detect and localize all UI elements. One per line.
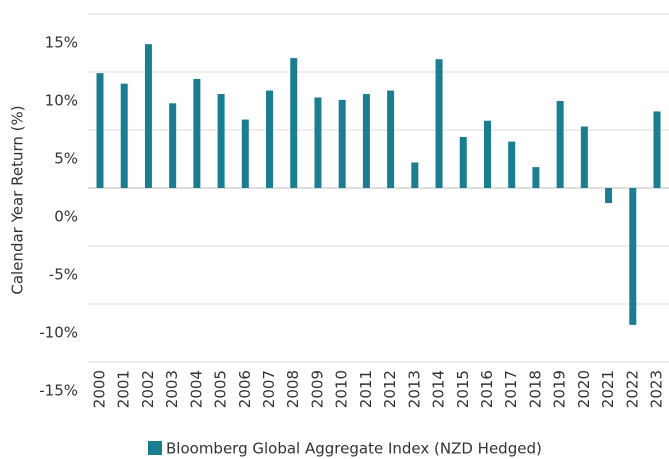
x-tick-label: 2008 (284, 370, 302, 408)
bar (556, 101, 564, 188)
bar (266, 90, 274, 188)
bar (96, 73, 104, 188)
x-tick-label: 2004 (187, 370, 205, 408)
y-tick-label: 10% (45, 92, 78, 110)
x-tick-label: 2012 (381, 370, 399, 408)
bar (387, 90, 395, 188)
bar (169, 103, 177, 188)
x-tick-label: 2019 (551, 370, 569, 408)
bar (193, 78, 201, 188)
x-tick-label: 2014 (430, 370, 448, 408)
x-tick-label: 2003 (163, 370, 181, 408)
bar (338, 99, 346, 188)
bar (362, 94, 370, 188)
x-tick-label: 2010 (333, 370, 351, 408)
bar (580, 126, 588, 188)
x-tick-label: 2013 (405, 370, 423, 408)
bar (653, 111, 661, 188)
bar (241, 119, 249, 188)
bar (120, 83, 128, 188)
bar (508, 141, 516, 188)
bar (532, 167, 540, 188)
x-tick-label: 2006 (236, 370, 254, 408)
y-tick-label: 15% (45, 34, 78, 52)
bar (459, 136, 467, 188)
y-tick-label: -10% (39, 324, 78, 342)
x-tick-label: 2005 (212, 370, 230, 408)
bar (411, 162, 419, 188)
y-tick-label: -5% (49, 266, 78, 284)
bar (605, 188, 613, 204)
x-tick-label: 2002 (139, 370, 157, 408)
y-axis-title: Calendar Year Return (%) (9, 105, 27, 294)
bar (144, 44, 152, 188)
bar (314, 97, 322, 188)
x-tick-label: 2020 (575, 370, 593, 408)
bar (290, 58, 298, 188)
x-tick-label: 2007 (260, 370, 278, 408)
bar (435, 59, 443, 188)
x-tick-label: 2022 (623, 370, 641, 408)
y-tick-label: 0% (54, 208, 78, 226)
bar (629, 188, 637, 325)
legend-swatch (148, 441, 162, 455)
legend-label: Bloomberg Global Aggregate Index (NZD He… (166, 440, 542, 458)
x-tick-label: 2021 (599, 370, 617, 408)
x-tick-label: 2011 (357, 370, 375, 408)
x-tick-label: 2023 (648, 370, 666, 408)
x-tick-label: 2017 (502, 370, 520, 408)
x-tick-label: 2001 (115, 370, 133, 408)
x-tick-label: 2015 (454, 370, 472, 408)
x-tick-label: 2000 (91, 370, 109, 408)
bar (483, 120, 491, 188)
bar (217, 94, 225, 188)
y-tick-label: 5% (54, 150, 78, 168)
x-tick-label: 2018 (526, 370, 544, 408)
x-tick-label: 2016 (478, 370, 496, 408)
x-tick-label: 2009 (308, 370, 326, 408)
y-tick-label: -15% (39, 382, 78, 400)
